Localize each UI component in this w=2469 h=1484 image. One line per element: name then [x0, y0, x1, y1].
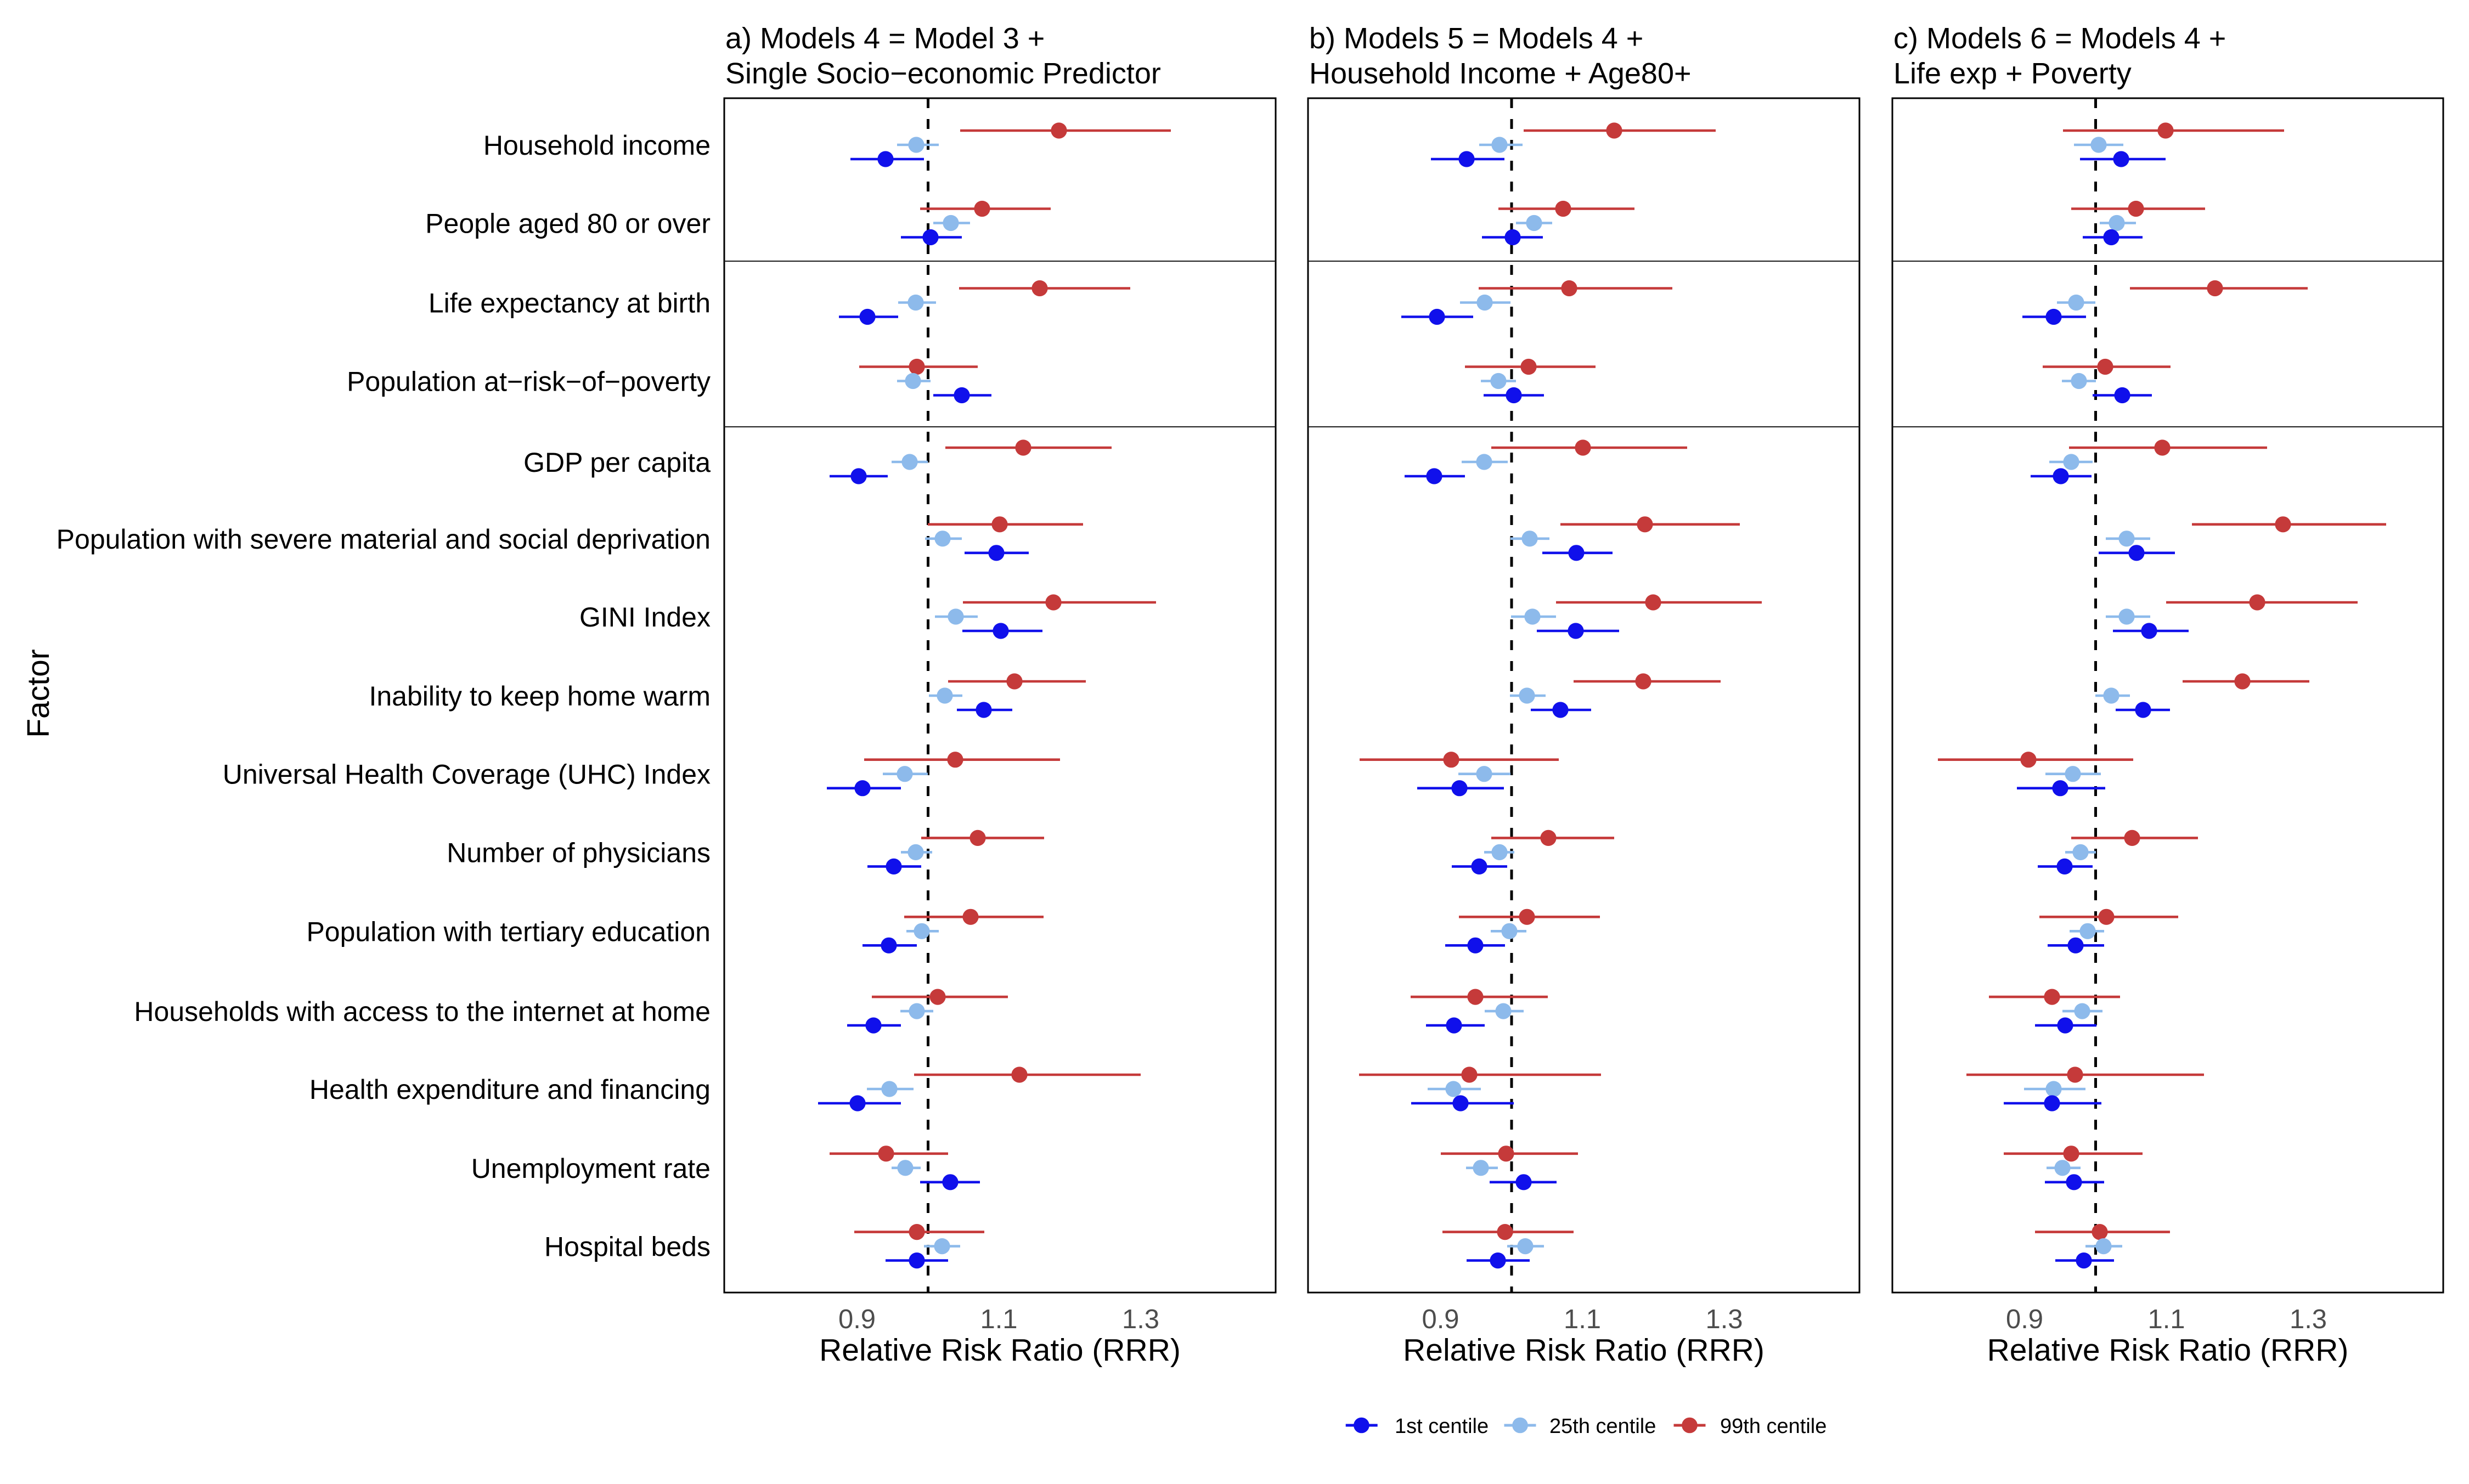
svg-text:Household Income + Age80+: Household Income + Age80+: [1309, 57, 1692, 90]
svg-text:1.3: 1.3: [2290, 1305, 2327, 1334]
svg-text:a) Models 4 = Model 3 +: a) Models 4 = Model 3 +: [725, 22, 1045, 55]
svg-text:0.9: 0.9: [2006, 1305, 2043, 1334]
svg-text:c) Models 6 = Models 4 +: c) Models 6 = Models 4 +: [1893, 22, 2226, 55]
svg-text:1.3: 1.3: [1122, 1305, 1159, 1334]
svg-text:25th centile: 25th centile: [1549, 1415, 1656, 1438]
svg-text:Single Socio−economic Predicto: Single Socio−economic Predictor: [725, 57, 1161, 90]
svg-text:Universal Health Coverage (UHC: Universal Health Coverage (UHC) Index: [223, 759, 711, 790]
svg-text:0.9: 0.9: [838, 1305, 876, 1334]
svg-text:GDP per capita: GDP per capita: [523, 447, 711, 478]
svg-text:Life exp + Poverty: Life exp + Poverty: [1893, 57, 2132, 90]
svg-text:Health expenditure and financi: Health expenditure and financing: [309, 1074, 711, 1105]
svg-text:Population with severe materia: Population with severe material and soci…: [57, 524, 711, 555]
svg-text:Population with tertiary educa: Population with tertiary education: [306, 916, 711, 947]
svg-text:Household income: Household income: [483, 130, 711, 161]
svg-text:Relative Risk Ratio (RRR): Relative Risk Ratio (RRR): [819, 1333, 1181, 1368]
svg-text:Inability to keep home warm: Inability to keep home warm: [369, 681, 711, 712]
svg-text:1.1: 1.1: [1564, 1305, 1601, 1334]
svg-text:Population at−risk−of−poverty: Population at−risk−of−poverty: [347, 366, 711, 397]
svg-text:b) Models 5 = Models 4 +: b) Models 5 = Models 4 +: [1309, 22, 1643, 55]
svg-text:Life expectancy at birth: Life expectancy at birth: [429, 288, 711, 319]
svg-text:Unemployment rate: Unemployment rate: [471, 1153, 711, 1184]
svg-text:1.3: 1.3: [1705, 1305, 1743, 1334]
svg-text:99th centile: 99th centile: [1720, 1415, 1827, 1438]
svg-text:1.1: 1.1: [2147, 1305, 2185, 1334]
svg-text:Relative Risk Ratio (RRR): Relative Risk Ratio (RRR): [1987, 1333, 2349, 1368]
svg-text:0.9: 0.9: [1422, 1305, 1459, 1334]
svg-text:Hospital beds: Hospital beds: [544, 1232, 711, 1262]
svg-text:People aged 80 or over: People aged 80 or over: [425, 208, 711, 239]
svg-text:GINI Index: GINI Index: [579, 602, 711, 633]
svg-text:1st centile: 1st centile: [1395, 1415, 1489, 1438]
svg-text:Relative Risk Ratio (RRR): Relative Risk Ratio (RRR): [1403, 1333, 1765, 1368]
svg-text:Number of physicians: Number of physicians: [447, 837, 711, 868]
svg-text:Factor: Factor: [21, 649, 56, 738]
svg-text:1.1: 1.1: [980, 1305, 1017, 1334]
svg-text:Households with access to the: Households with access to the internet a…: [134, 996, 711, 1027]
